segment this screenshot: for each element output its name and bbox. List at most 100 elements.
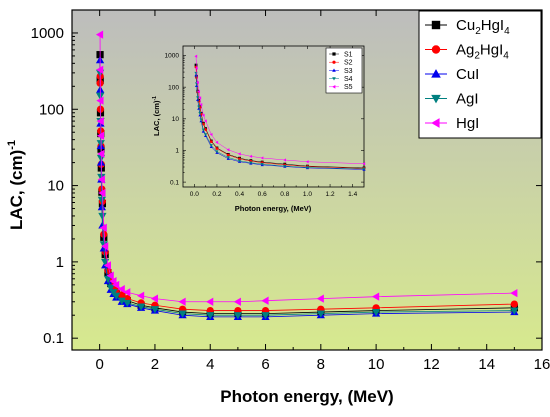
inset-series-5-point (201, 113, 205, 117)
y-axis-title-sup: -1 (6, 140, 18, 150)
main-series-5-point (123, 288, 131, 297)
inset-x-axis-title: Photon energy, (MeV) (235, 204, 312, 213)
main-series-4-point (510, 307, 519, 315)
main-series-4-point (98, 212, 107, 221)
inset-x-tick-label: 0.4 (235, 191, 244, 198)
inset-y-tick-label: 100 (168, 84, 179, 91)
main-series-5-point (109, 276, 117, 286)
legend-label-3: CuI (456, 66, 479, 83)
inset-legend-marker-5 (332, 84, 336, 89)
legend-marker-2 (431, 45, 441, 54)
inset-series-5-point (283, 158, 287, 162)
main-y-tick-label: 1000 (31, 25, 64, 42)
main-y-tick-label: 10 (47, 178, 64, 195)
legend-label-2: Ag2HgI4 (456, 42, 509, 62)
main-series-4-point (106, 284, 115, 292)
inset-x-tick-label: 1.4 (348, 191, 357, 198)
main-series-5-point (96, 65, 104, 74)
inset-legend-label-2: S2 (344, 60, 353, 67)
main-series-5-point (97, 175, 105, 184)
main-x-tick-label: 14 (478, 356, 495, 373)
inset-series-4-point (196, 96, 200, 100)
inset-series-5-point (215, 140, 219, 144)
inset-series-5-point (209, 132, 213, 137)
main-series-5-point (117, 284, 125, 294)
main-series-5-point (96, 116, 104, 126)
main-series-5-point (112, 280, 120, 289)
main-y-tick-label: 1 (56, 254, 64, 271)
inset-series-2-point (204, 128, 208, 131)
legend-text-part: CuI (456, 66, 479, 83)
main-series-4-point (178, 310, 187, 318)
inset-x-tick-label: 0.6 (258, 191, 267, 198)
inset-legend-marker-4 (332, 77, 336, 81)
inset-series-4-point (204, 133, 208, 137)
legend-marker-5 (431, 118, 440, 128)
inset-series-4-point (201, 128, 205, 132)
inset-series-4-point (249, 161, 253, 165)
legend-subscript: 4 (503, 51, 509, 62)
inset-legend-label-5: S5 (344, 84, 353, 91)
inset-series-2-point (209, 140, 213, 144)
inset-legend-marker-2 (332, 60, 336, 64)
main-series-5-point (98, 188, 106, 198)
main-series-5-point (178, 297, 186, 306)
inset-legend-label-4: S4 (344, 76, 353, 83)
main-x-tick-label: 4 (206, 356, 214, 373)
inset-series-2-point (201, 122, 205, 126)
legend-marker-1 (431, 20, 441, 30)
inset-y-tick-label: 10 (172, 116, 180, 123)
inset-legend-marker-3 (332, 68, 336, 72)
main-series-5-point (233, 297, 241, 306)
inset-legend-marker-1 (332, 52, 336, 56)
inset-y-axis-title-main: LAC, (cm) (152, 100, 161, 136)
inset-y-axis-title-sup: -1 (152, 96, 158, 101)
legend-text-part: HgI (456, 115, 479, 132)
main-series-5-point (316, 294, 324, 303)
inset-series-4-point (199, 118, 203, 122)
legend-subscript: 2 (474, 51, 480, 62)
inset-series-5-point (198, 96, 202, 100)
main-series-5-point (97, 149, 105, 159)
inset-legend-label-1: S1 (344, 51, 353, 58)
inset-y-tick-label: 1000 (165, 53, 180, 60)
inset-series-4-point (197, 105, 201, 109)
legend-text-part: Ag (456, 42, 474, 59)
main-series-4-point (371, 308, 381, 317)
inset-series-5-point (260, 156, 264, 160)
main-x-tick-label: 8 (317, 356, 325, 373)
legend-marker-3 (431, 69, 441, 78)
inset-series-1-point (194, 63, 198, 67)
inset-x-tick-label: 0.0 (190, 191, 199, 198)
legend-subscript: 2 (475, 26, 481, 37)
main-series-4-point (117, 297, 126, 305)
inset-series-2-point (215, 147, 219, 150)
inset-series-4-point (260, 162, 264, 166)
main-series-2-point (510, 300, 518, 308)
main-series-5-point (106, 271, 114, 280)
legend-subscript: 4 (504, 26, 510, 37)
inset-series-5-point (196, 80, 199, 85)
main-series-4-point (233, 312, 243, 320)
inset-series-4-point (215, 150, 219, 154)
inset-series-2-point (238, 157, 241, 161)
main-series-4-point (136, 303, 146, 311)
legend-text-part: Cu (456, 17, 475, 34)
inset-series-3-point (197, 107, 201, 110)
main-x-tick-label: 6 (261, 356, 269, 373)
y-axis-title: LAC, (cm)-1 (6, 140, 26, 230)
inset-series-5-point (197, 90, 201, 94)
main-series-5-point (96, 131, 105, 140)
inset-y-tick-label: 1 (175, 148, 179, 155)
inset-axis-ticks: 0.0 0.2 0.4 0.6 0.8 1.0 1.2 1.4 0.1 1 10 100 1000 (165, 46, 364, 198)
main-series-4-point (150, 306, 160, 314)
legend-label-1: Cu2HgI4 (456, 17, 510, 37)
inset-series-4-point (226, 156, 230, 160)
main-series-5-point (103, 261, 112, 270)
main-y-tick-label: 100 (39, 101, 64, 118)
main-x-tick-label: 2 (151, 356, 159, 373)
inset-series-5-point (237, 152, 241, 156)
